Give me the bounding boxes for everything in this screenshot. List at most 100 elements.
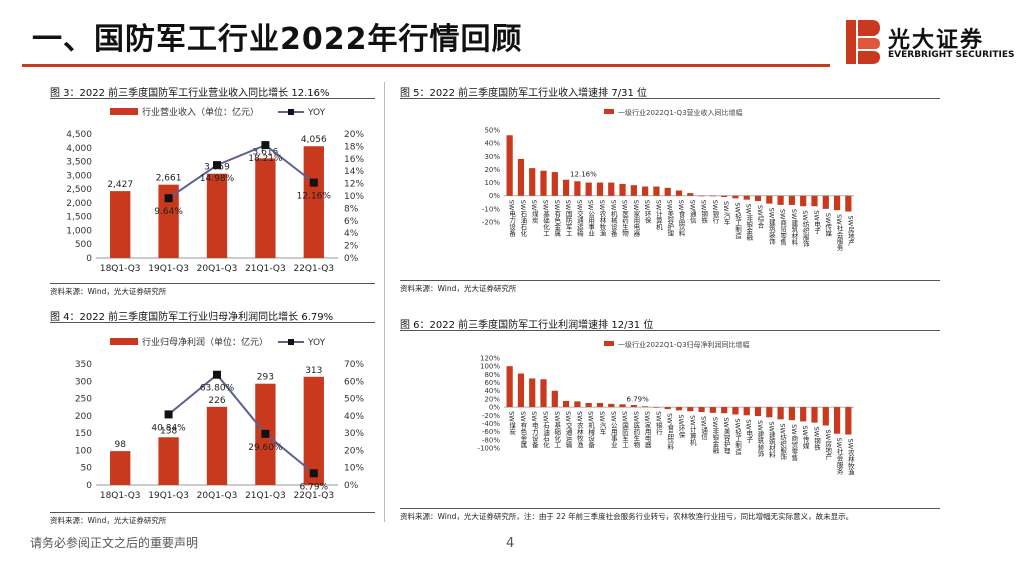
legend-bar-swatch — [110, 108, 138, 115]
legend-line-marker — [288, 339, 294, 345]
x-tick-label: SW计算机 — [688, 415, 696, 446]
bar — [732, 195, 739, 199]
bar — [743, 407, 750, 416]
bar-value-label: 3,616 — [253, 147, 279, 157]
bar — [540, 379, 547, 408]
yoy-value-label: 18.21% — [248, 154, 283, 164]
bar — [110, 451, 131, 485]
x-tick-label: 20Q1-Q3 — [197, 491, 238, 501]
bar — [562, 400, 570, 408]
x-tick-label: SW纺织服饰 — [801, 210, 809, 248]
x-tick-label: 19Q1-Q3 — [148, 264, 189, 274]
y-tick-label: 3,500 — [66, 158, 92, 168]
yoy-point — [309, 469, 318, 478]
x-tick-label: SW房地产 — [846, 215, 854, 246]
yoy-value-label: 6.79% — [300, 482, 329, 492]
x-tick-label: SW商贸零售 — [779, 209, 787, 247]
y2-tick-label: 60% — [344, 377, 364, 387]
bar — [675, 190, 683, 196]
bar-value-label: 313 — [305, 366, 322, 376]
yoy-value-label: 9.64% — [154, 207, 183, 217]
y2-tick-label: 10% — [344, 464, 364, 474]
yoy-point — [309, 178, 318, 187]
x-tick-label: SW公用事业 — [609, 411, 617, 448]
fig4-source: 资料来源：Wind，光大证券研究所 — [50, 516, 167, 525]
x-tick-label: SW石油石化 — [542, 411, 550, 449]
y-tick-label: -60% — [482, 428, 500, 436]
brand-logo: 光大证券 EVERBRIGHT SECURITIES — [846, 20, 1014, 66]
fig5-source-rule — [400, 280, 940, 281]
x-tick-label: 18Q1-Q3 — [100, 264, 141, 274]
legend-bar-label: 行业归母净利润（单位：亿元） — [142, 336, 268, 348]
bar — [529, 378, 536, 408]
yoy-point — [261, 141, 270, 150]
bar — [529, 168, 536, 196]
bar — [653, 407, 660, 408]
x-tick-label: SW有色金属 — [519, 411, 527, 449]
bar — [822, 195, 829, 209]
y-tick-label: 4,500 — [66, 130, 92, 140]
bar — [833, 195, 841, 211]
fig4-title: 图 4：2022 前三季度国防军工行业归母净利润同比增长 6.79% — [50, 312, 334, 323]
bar — [506, 135, 513, 196]
bar — [642, 406, 649, 408]
bar — [788, 407, 796, 421]
x-tick-label: SW建筑装饰 — [756, 420, 764, 458]
yoy-value-label: 14.98% — [200, 174, 235, 184]
x-tick-label: SW银行 — [654, 411, 662, 436]
y-tick-label: 50% — [484, 127, 500, 135]
yoy-value-label: 29.60% — [248, 443, 283, 453]
x-tick-label: SW钢铁 — [700, 200, 708, 225]
fig6-chart: 一级行业2022Q1-Q3归母净利润同比增幅 -100%-80%-60%-40%-… — [477, 340, 854, 476]
bar — [158, 184, 179, 258]
x-tick-label: SW交通运输 — [564, 411, 572, 449]
y-tick-label: -20% — [482, 412, 500, 420]
x-tick-label: SW医药生物 — [632, 411, 640, 449]
bar — [709, 195, 716, 197]
x-tick-label: SW国防军工 — [621, 411, 629, 448]
y-tick-label: -10% — [482, 205, 500, 213]
bar — [811, 195, 818, 207]
bar — [788, 195, 796, 205]
bar-value-label: 6.79% — [627, 395, 650, 403]
x-tick-label: SW食品饮料 — [666, 413, 674, 451]
y-tick-label: -20% — [482, 219, 500, 227]
x-tick-label: SW机械设备 — [609, 200, 617, 238]
bar — [687, 407, 694, 412]
y-tick-label: 500 — [75, 240, 92, 250]
x-tick-label: SW建筑材料 — [790, 209, 798, 247]
yoy-value-label: 12.16% — [297, 192, 332, 202]
bar — [777, 407, 784, 420]
fig4-title-rule — [50, 322, 375, 323]
bar — [574, 181, 581, 196]
bar — [540, 170, 547, 196]
bar-value-label: 2,427 — [107, 180, 133, 190]
y2-tick-label: 40% — [344, 412, 364, 422]
x-tick-label: SW食品饮料 — [677, 200, 685, 238]
x-tick-label: SW有色金属 — [553, 200, 561, 238]
bar — [766, 195, 773, 204]
x-tick-label: SW煤炭 — [530, 200, 538, 225]
bar — [664, 407, 671, 410]
x-tick-label: SW美容护理 — [722, 417, 730, 454]
y2-tick-label: 16% — [344, 155, 364, 165]
x-tick-label: SW传媒 — [801, 425, 809, 450]
y-tick-label: -100% — [477, 445, 500, 453]
bar — [743, 195, 750, 200]
y-tick-label: 80% — [484, 371, 500, 379]
y2-tick-label: 0% — [344, 481, 359, 491]
y-tick-label: 1,000 — [66, 226, 92, 236]
bar — [811, 407, 818, 423]
fig3-chart: 行业营业收入（单位：亿元） YOY 0 500 1,000 1,500 2,000 2,500… — [66, 106, 364, 274]
y-tick-label: 0% — [489, 404, 500, 412]
legend-line-label: YOY — [307, 108, 326, 118]
legend-swatch — [604, 341, 614, 346]
bar — [574, 401, 581, 408]
x-tick-label: SW基础化工 — [542, 200, 550, 237]
bar — [110, 191, 131, 258]
x-tick-label: SW电子 — [745, 419, 753, 443]
x-tick-label: 18Q1-Q3 — [100, 491, 141, 501]
x-tick-label: SW电力设备 — [508, 200, 516, 238]
bar — [721, 195, 728, 198]
bar — [698, 407, 705, 412]
